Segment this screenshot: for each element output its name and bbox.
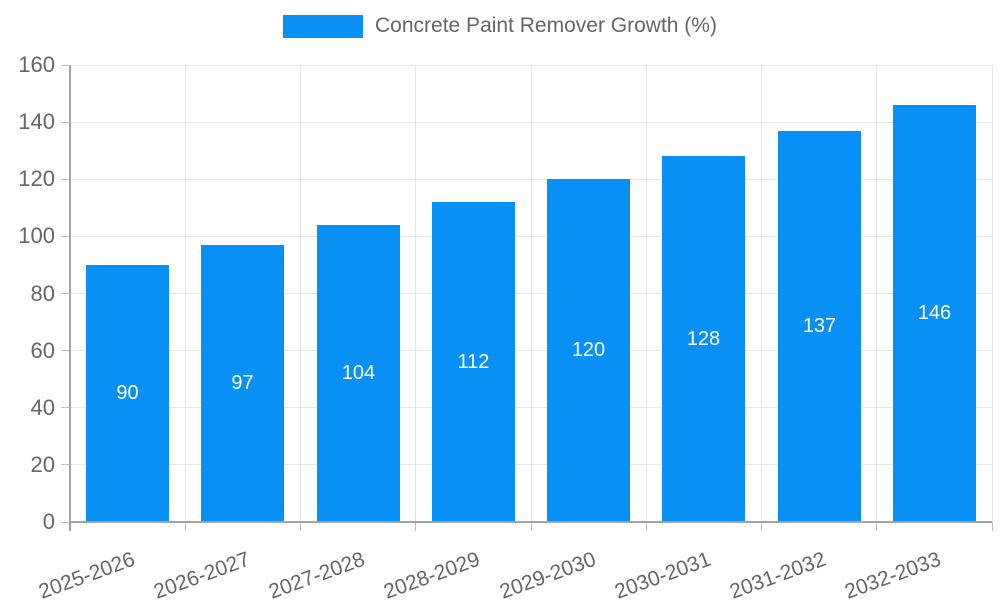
- y-tick-label: 100: [18, 223, 55, 249]
- y-axis-tick: [61, 521, 70, 523]
- bar-2031-2032[interactable]: 137: [778, 130, 861, 521]
- x-axis-tick: [761, 522, 762, 531]
- bar-2027-2028[interactable]: 104: [317, 224, 400, 521]
- x-axis-tick: [991, 522, 993, 531]
- bar-value-label: 97: [231, 371, 254, 394]
- x-tick-label: 2025-2026: [35, 547, 138, 600]
- y-axis-tick: [61, 464, 70, 466]
- y-axis-line: [69, 65, 71, 531]
- y-tick-label: 140: [18, 109, 55, 135]
- y-tick-label: 0: [42, 509, 55, 534]
- bar-2029-2030[interactable]: 120: [547, 179, 630, 521]
- bar-value-label: 120: [571, 339, 606, 362]
- y-tick-label: 60: [30, 337, 55, 363]
- gridline-vertical: [530, 65, 532, 522]
- x-axis-tick: [415, 522, 417, 531]
- bar-value-label: 137: [802, 314, 837, 337]
- y-axis-tick: [61, 178, 70, 180]
- bar-value-label: 104: [341, 361, 376, 384]
- bar-2032-2033[interactable]: 146: [893, 104, 976, 521]
- y-tick-label: 160: [18, 52, 55, 77]
- legend-swatch: [283, 14, 364, 38]
- y-axis-tick: [61, 121, 70, 123]
- legend-item-concrete-paint-remover-growth[interactable]: Concrete Paint Remover Growth (%): [283, 14, 717, 38]
- x-axis-tick: [876, 522, 878, 531]
- y-tick-label: 40: [30, 394, 55, 420]
- bar-2026-2027[interactable]: 97: [201, 244, 284, 521]
- y-axis-tick: [61, 350, 70, 352]
- bar-value-label: 128: [686, 327, 721, 350]
- x-axis-tick: [645, 522, 647, 531]
- bar-value-label: 90: [116, 381, 139, 404]
- gridline-vertical: [184, 65, 186, 522]
- legend-label: Concrete Paint Remover Growth (%): [375, 14, 717, 37]
- y-axis-tick: [61, 235, 70, 237]
- gridline-vertical: [645, 65, 647, 522]
- chart-legend: Concrete Paint Remover Growth (%): [0, 14, 1000, 38]
- x-axis-tick: [300, 522, 301, 531]
- x-axis-tick: [530, 522, 532, 531]
- bar-2025-2026[interactable]: 90: [86, 264, 169, 521]
- bar-2028-2029[interactable]: 112: [432, 202, 515, 521]
- bar-value-label: 146: [917, 301, 952, 324]
- gridline-vertical: [991, 65, 993, 522]
- x-axis-line: [70, 521, 992, 523]
- gridline-vertical: [300, 65, 301, 522]
- bar-value-label: 112: [457, 350, 490, 373]
- gridline-vertical: [415, 65, 417, 522]
- y-axis-tick: [61, 293, 70, 294]
- y-tick-label: 120: [18, 166, 55, 192]
- bar-2030-2031[interactable]: 128: [662, 156, 745, 521]
- gridline-vertical: [876, 65, 878, 522]
- x-axis-tick: [184, 522, 186, 531]
- y-axis-tick: [61, 64, 70, 66]
- gridline-vertical: [761, 65, 762, 522]
- y-axis-tick: [61, 407, 70, 409]
- y-tick-label: 20: [30, 451, 55, 477]
- y-tick-label: 80: [30, 280, 55, 306]
